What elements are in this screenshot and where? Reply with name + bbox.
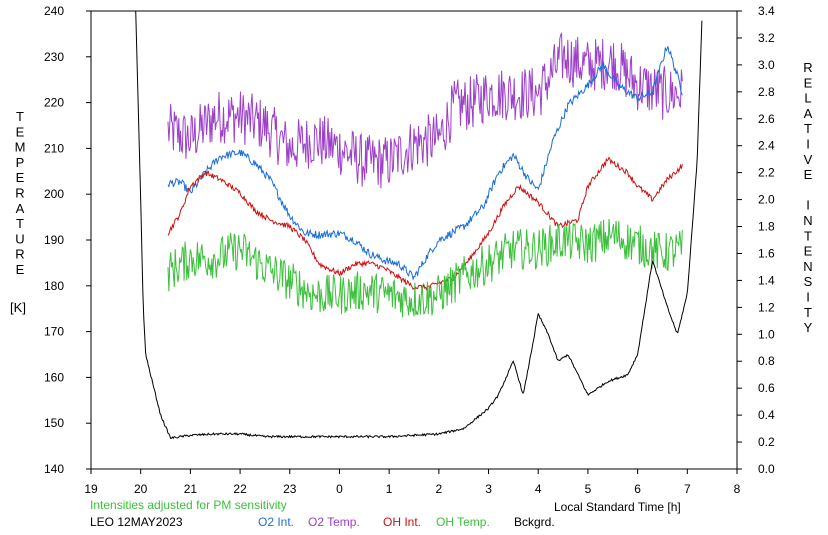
legend-oh-temp: OH Temp. xyxy=(436,515,490,529)
temperature-label-letter: R xyxy=(15,247,24,262)
series-o2-temp-line xyxy=(167,32,683,189)
legend-o2-temp: O2 Temp. xyxy=(308,515,360,529)
legend-o2-int: O2 Int. xyxy=(258,515,294,529)
intensity-label-letter: Y xyxy=(804,320,813,335)
time-tick-label: 3 xyxy=(485,482,492,496)
intensity-label-letter: I xyxy=(806,137,810,152)
right-tick-label: 2.0 xyxy=(758,193,775,207)
time-tick-label: 4 xyxy=(535,482,542,496)
time-tick-label: 22 xyxy=(233,482,247,496)
right-tick-label: 2.8 xyxy=(758,85,775,99)
intensity-label-letter: E xyxy=(804,167,813,182)
legend: O2 Int. O2 Temp. OH Int. OH Temp. Bckgrd… xyxy=(258,515,555,529)
left-tick-label: 150 xyxy=(44,416,64,430)
temperature-label-letter: E xyxy=(16,124,25,139)
intensity-label-letter: A xyxy=(804,106,813,121)
right-tick-label: 2.2 xyxy=(758,166,775,180)
intensity-label-letter: V xyxy=(804,152,813,167)
time-tick-label: 21 xyxy=(184,482,198,496)
right-tick-label: 0.2 xyxy=(758,435,775,449)
intensity-label-letter: T xyxy=(804,228,812,243)
intensity-label-letter: T xyxy=(804,121,812,136)
left-temperature-axis: 140 150 160 170 180 190 200 210 220 230 240 xyxy=(44,4,91,476)
left-tick-label: 140 xyxy=(44,462,64,476)
time-tick-label: 5 xyxy=(585,482,592,496)
right-tick-label: 0.0 xyxy=(758,462,775,476)
temperature-label-letter: R xyxy=(15,186,24,201)
right-tick-label: 1.6 xyxy=(758,246,775,260)
intensity-label-letter: N xyxy=(803,213,812,228)
right-tick-label: 2.4 xyxy=(758,139,775,153)
legend-bckgrd: Bckgrd. xyxy=(514,515,555,529)
right-tick-label: 1.4 xyxy=(758,273,775,287)
intensity-label-letter: R xyxy=(803,60,812,75)
series-o2-int-line xyxy=(167,46,683,281)
right-tick-label: 2.6 xyxy=(758,112,775,126)
temperature-label-letter: T xyxy=(16,216,24,231)
series-layer xyxy=(135,11,703,440)
time-tick-label: 20 xyxy=(134,482,148,496)
temperature-label-letter: E xyxy=(16,262,25,277)
intensity-label-letter: L xyxy=(804,91,811,106)
right-tick-label: 0.8 xyxy=(758,354,775,368)
left-tick-label: 200 xyxy=(44,187,64,201)
intensity-label-letter: E xyxy=(804,75,813,90)
temperature-label-letter: A xyxy=(16,201,25,216)
right-tick-label: 3.4 xyxy=(758,4,775,18)
intensity-label-letter: T xyxy=(804,305,812,320)
right-tick-label: 3.0 xyxy=(758,58,775,72)
right-tick-label: 3.2 xyxy=(758,31,775,45)
time-tick-label: 19 xyxy=(84,482,98,496)
station-date-label: LEO 12MAY2023 xyxy=(90,515,183,529)
left-tick-label: 230 xyxy=(44,50,64,64)
time-tick-label: 23 xyxy=(283,482,297,496)
pm-adjustment-note: Intensities adjusted for PM sensitivity xyxy=(90,498,287,512)
temperature-label-letter: P xyxy=(16,155,25,170)
right-intensity-axis: 0.0 0.2 0.4 0.6 0.8 1.0 1.2 1.4 1.6 1.8 2.0 2.2 2.4 2… xyxy=(737,4,775,476)
time-tick-label: 0 xyxy=(336,482,343,496)
time-tick-label: 6 xyxy=(634,482,641,496)
right-tick-label: 1.2 xyxy=(758,300,775,314)
intensity-label-letter: S xyxy=(804,274,813,289)
series-oh-int-line xyxy=(167,156,683,292)
time-tick-label: 7 xyxy=(684,482,691,496)
left-tick-label: 180 xyxy=(44,279,64,293)
intensity-label-letter: I xyxy=(806,198,810,213)
right-tick-label: 0.6 xyxy=(758,381,775,395)
time-axis: 19 20 21 22 23 0 1 2 3 4 5 6 7 8 xyxy=(84,469,741,496)
left-tick-label: 240 xyxy=(44,4,64,18)
time-tick-label: 2 xyxy=(436,482,443,496)
intensity-label-letter: N xyxy=(803,259,812,274)
left-tick-label: 160 xyxy=(44,370,64,384)
intensity-label-letter: I xyxy=(806,290,810,305)
left-tick-label: 210 xyxy=(44,141,64,155)
time-tick-label: 1 xyxy=(386,482,393,496)
temperature-label-letter: E xyxy=(16,170,25,185)
temperature-unit-label: [K] xyxy=(10,300,26,315)
left-tick-label: 190 xyxy=(44,233,64,247)
right-tick-label: 1.0 xyxy=(758,327,775,341)
right-tick-label: 0.4 xyxy=(758,408,775,422)
series-oh-temp-line xyxy=(167,218,683,318)
x-axis-label: Local Standard Time [h] xyxy=(554,500,681,514)
time-tick-label: 8 xyxy=(734,482,741,496)
left-tick-label: 220 xyxy=(44,96,64,110)
right-tick-label: 1.8 xyxy=(758,220,775,234)
temperature-label-letter: M xyxy=(15,140,26,155)
left-tick-label: 170 xyxy=(44,325,64,339)
temperature-label-letter: T xyxy=(16,109,24,124)
temperature-label-letter: U xyxy=(15,231,24,246)
series-bckgrd-line xyxy=(135,11,703,440)
intensity-label-letter: E xyxy=(804,244,813,259)
legend-oh-int: OH Int. xyxy=(383,515,421,529)
